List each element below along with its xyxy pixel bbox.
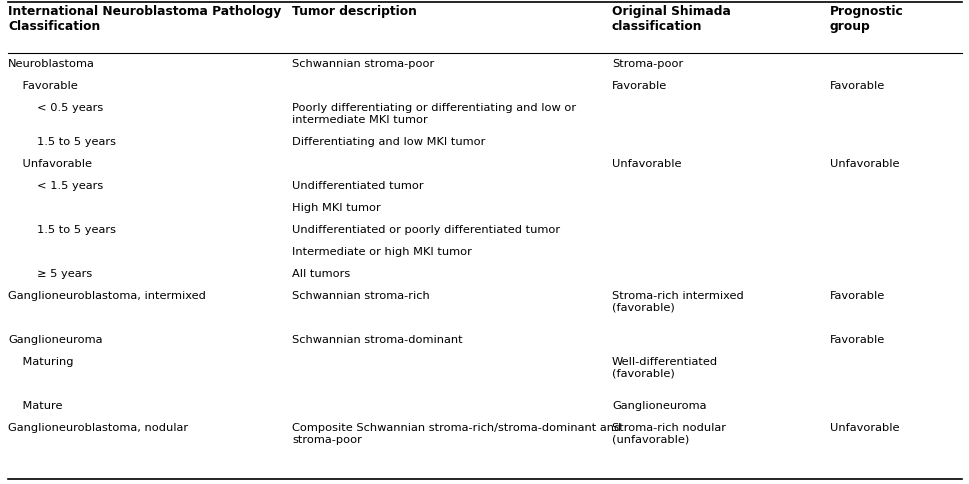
Text: Unfavorable: Unfavorable (611, 159, 681, 169)
Text: Differentiating and low MKI tumor: Differentiating and low MKI tumor (292, 137, 484, 147)
Text: Well-differentiated
(favorable): Well-differentiated (favorable) (611, 357, 717, 378)
Text: Ganglioneuroma: Ganglioneuroma (611, 401, 705, 411)
Text: Favorable: Favorable (829, 81, 885, 91)
Text: Poorly differentiating or differentiating and low or
intermediate MKI tumor: Poorly differentiating or differentiatin… (292, 103, 576, 124)
Text: Ganglioneuroblastoma, intermixed: Ganglioneuroblastoma, intermixed (8, 291, 205, 301)
Text: 1.5 to 5 years: 1.5 to 5 years (8, 137, 116, 147)
Text: Schwannian stroma-rich: Schwannian stroma-rich (292, 291, 429, 301)
Text: All tumors: All tumors (292, 269, 350, 279)
Text: Favorable: Favorable (829, 291, 885, 301)
Text: Ganglioneuroblastoma, nodular: Ganglioneuroblastoma, nodular (8, 423, 188, 433)
Text: International Neuroblastoma Pathology
Classification: International Neuroblastoma Pathology Cl… (8, 5, 281, 33)
Text: Stroma-poor: Stroma-poor (611, 59, 682, 69)
Text: Prognostic
group: Prognostic group (829, 5, 903, 33)
Text: Stroma-rich nodular
(unfavorable): Stroma-rich nodular (unfavorable) (611, 423, 725, 445)
Text: Undifferentiated or poorly differentiated tumor: Undifferentiated or poorly differentiate… (292, 225, 559, 235)
Text: Composite Schwannian stroma-rich/stroma-dominant and
stroma-poor: Composite Schwannian stroma-rich/stroma-… (292, 423, 620, 445)
Text: Undifferentiated tumor: Undifferentiated tumor (292, 181, 423, 191)
Text: Schwannian stroma-poor: Schwannian stroma-poor (292, 59, 434, 69)
Text: Favorable: Favorable (8, 81, 78, 91)
Text: Neuroblastoma: Neuroblastoma (8, 59, 95, 69)
Text: Ganglioneuroma: Ganglioneuroma (8, 335, 103, 345)
Text: < 1.5 years: < 1.5 years (8, 181, 103, 191)
Text: High MKI tumor: High MKI tumor (292, 203, 381, 213)
Text: Favorable: Favorable (611, 81, 667, 91)
Text: Stroma-rich intermixed
(favorable): Stroma-rich intermixed (favorable) (611, 291, 743, 313)
Text: Unfavorable: Unfavorable (8, 159, 92, 169)
Text: Favorable: Favorable (829, 335, 885, 345)
Text: Schwannian stroma-dominant: Schwannian stroma-dominant (292, 335, 462, 345)
Text: ≥ 5 years: ≥ 5 years (8, 269, 92, 279)
Text: Intermediate or high MKI tumor: Intermediate or high MKI tumor (292, 247, 471, 257)
Text: Unfavorable: Unfavorable (829, 423, 898, 433)
Text: Original Shimada
classification: Original Shimada classification (611, 5, 730, 33)
Text: < 0.5 years: < 0.5 years (8, 103, 103, 113)
Text: Tumor description: Tumor description (292, 5, 417, 18)
Text: Maturing: Maturing (8, 357, 74, 367)
Text: 1.5 to 5 years: 1.5 to 5 years (8, 225, 116, 235)
Text: Mature: Mature (8, 401, 62, 411)
Text: Unfavorable: Unfavorable (829, 159, 898, 169)
